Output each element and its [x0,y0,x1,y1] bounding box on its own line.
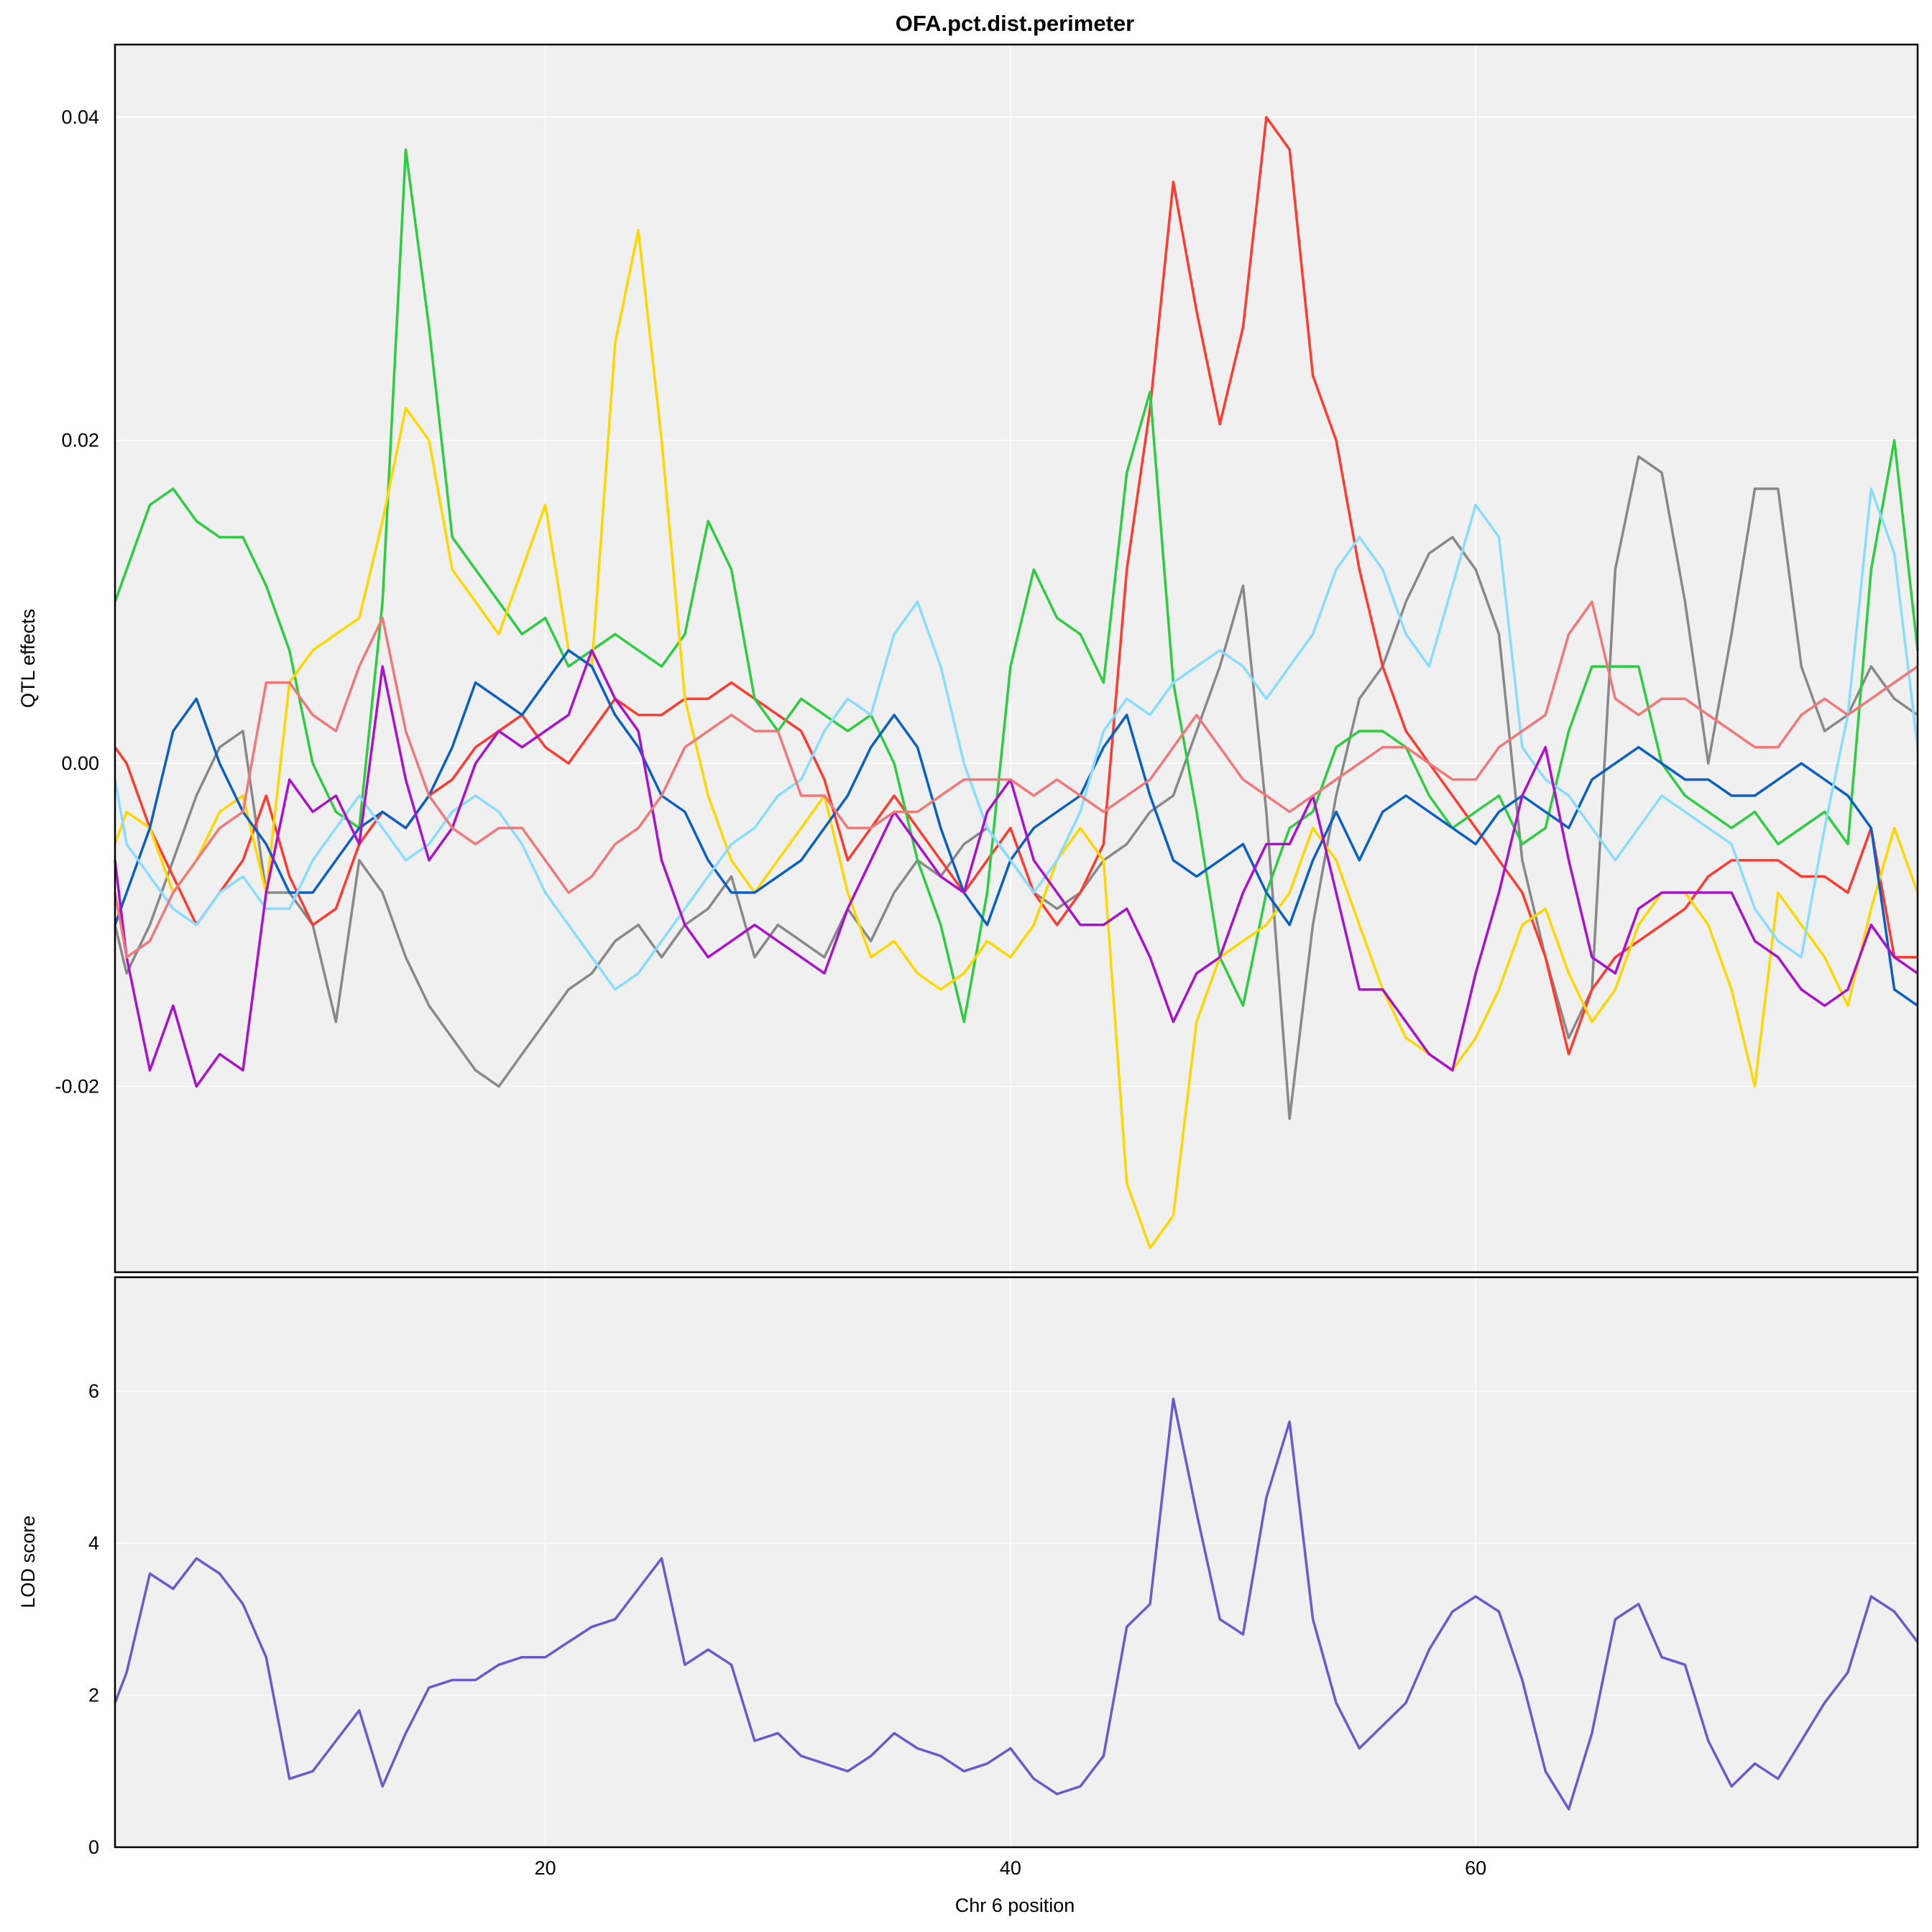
y-tick-label: 0.04 [61,106,99,128]
bottom-panel-background [115,1277,1918,1847]
bottom-panel-frame [114,1276,1919,1849]
y-tick-label: 2 [88,1685,99,1706]
chart-title: OFA.pct.dist.perimeter [896,11,1134,36]
top-panel-frame [114,43,1919,1274]
series-line-1 [114,1397,1919,1811]
x-tick-label: 60 [1465,1857,1486,1879]
series-line-6 [114,487,1919,991]
y-tick-label: 0.00 [61,753,99,774]
qtl-effect-lines [114,116,1919,1250]
top-panel-background [115,45,1918,1272]
x-axis-label: Chr 6 position [955,1895,1075,1916]
bottom-y-axis-label: LOD score [17,1515,39,1608]
top-panel-gridlines [115,45,1918,1272]
series-line-3 [114,148,1919,1024]
x-tick-label: 40 [1000,1857,1021,1879]
top-y-axis-label: QTL effects [17,609,39,708]
y-tick-label: 0 [88,1836,99,1858]
y-tick-label: 6 [88,1381,99,1402]
x-tick-label: 20 [535,1857,556,1879]
top-y-tick-labels: -0.02 0.00 0.02 0.04 [55,106,99,1097]
y-tick-label: 0.02 [61,430,99,451]
bottom-y-tick-labels: 0 2 4 6 [88,1381,99,1858]
series-line-4 [114,229,1919,1250]
y-tick-label: -0.02 [55,1076,99,1098]
x-tick-labels: 20 40 60 [535,1857,1486,1879]
lod-score-line [114,1397,1919,1811]
y-tick-label: 4 [88,1532,99,1554]
series-line-8 [114,600,1918,959]
